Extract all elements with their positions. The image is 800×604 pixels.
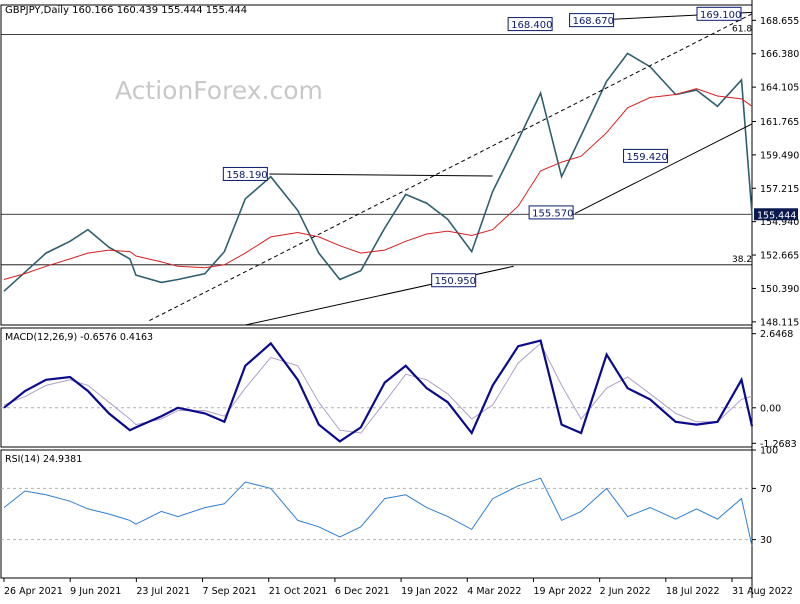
price-annotation: 168.400 [507, 17, 553, 32]
annotation-box [623, 148, 669, 163]
x-tick-label: 18 Jul 2022 [666, 586, 720, 597]
moving-average-series [3, 88, 753, 280]
rsi-tick-label: 100 [760, 446, 778, 457]
x-tick-label: 19 Jan 2022 [401, 586, 458, 597]
x-tick-label: 23 Jul 2021 [136, 586, 190, 597]
annotation-box [569, 13, 615, 28]
x-tick-label: 26 Apr 2021 [4, 586, 63, 597]
x-tick-label: 7 Sep 2021 [203, 586, 257, 597]
fib-level-label: 61.8 [732, 24, 752, 34]
macd-frame [0, 327, 753, 448]
x-tick-label: 9 Jun 2021 [70, 586, 121, 597]
dashed-trendline [149, 13, 753, 322]
annotation-text: 155.570 [532, 208, 573, 219]
x-tick-label: 6 Dec 2021 [335, 586, 390, 597]
x-tick-label: 19 Apr 2022 [533, 586, 592, 597]
rsi-series [3, 477, 753, 547]
macd-series [3, 339, 754, 443]
price-tick-label: 168.655 [760, 16, 799, 27]
last-price-text: 155.444 [757, 210, 796, 221]
annotation-text: 168.400 [511, 20, 552, 31]
price-annotation: 169.100 [696, 6, 742, 21]
price-tick-label: 154.940 [760, 217, 799, 228]
price-tick-label: 157.215 [760, 184, 799, 195]
fib-level-label: 38.2 [732, 255, 752, 265]
rsi-frame [0, 449, 753, 579]
x-tick-label: 31 Aug 2022 [732, 586, 793, 597]
price-annotation: 168.670 [569, 13, 615, 28]
macd-tick-label: 2.6468 [760, 329, 793, 340]
annotation-box [528, 205, 574, 220]
price-tick-label: 152.665 [760, 251, 799, 262]
annotation-box [696, 6, 742, 21]
x-tick-label: 2 Jun 2022 [600, 586, 651, 597]
chart-header: GBPJPY,Daily 160.166 160.439 155.444 155… [5, 5, 247, 16]
annotation-text: 169.100 [700, 10, 741, 21]
price-annotation: 150.950 [431, 273, 477, 288]
trendline [269, 173, 493, 177]
annotation-box [222, 166, 268, 181]
x-tick-label: 4 Mar 2022 [467, 586, 521, 597]
rsi-tick-label: 30 [760, 535, 772, 546]
price-annotation: 159.420 [623, 148, 669, 163]
price-tick-label: 164.105 [760, 83, 799, 94]
annotation-text: 158.190 [226, 170, 267, 181]
macd-title: MACD(12,26,9) -0.6576 0.4163 [5, 332, 153, 343]
price-series [3, 52, 753, 292]
trendline [574, 123, 753, 214]
annotation-box [507, 17, 553, 32]
annotation-text: 159.420 [627, 152, 668, 163]
last-price-label: 155.444 [754, 208, 798, 221]
axes-layer: 168.655 166.380 164.105 161.765 159.490 157.2… [3, 16, 799, 597]
grid-layer [0, 0, 753, 598]
price-frame [0, 4, 753, 326]
annotation-box [431, 273, 477, 288]
watermark: ActionForex.com [115, 76, 323, 105]
price-tick-label: 161.765 [760, 117, 799, 128]
price-tick-label: 150.390 [760, 284, 799, 295]
macd-signal-series [3, 342, 753, 434]
price-tick-label: 166.380 [760, 49, 799, 60]
price-annotation: 155.570 [528, 205, 574, 220]
macd-panel: MACD(12,26,9) -0.6576 0.4163 [1, 332, 754, 443]
x-tick-label: 21 Oct 2021 [269, 586, 328, 597]
last-price-box [754, 208, 798, 221]
rsi-panel: RSI(14) 24.9381 [1, 454, 753, 547]
annotation-text: 150.950 [435, 276, 476, 287]
macd-tick-label: -1.2683 [760, 439, 797, 450]
price-tick-label: 159.490 [760, 150, 799, 161]
annotation-text: 168.670 [573, 16, 614, 27]
price-panel: 38.2 61.8 158.190 150.950 168.400 168.670 169.… [1, 6, 753, 326]
rsi-tick-label: 70 [760, 484, 772, 495]
price-annotation: 158.190 [222, 166, 268, 181]
macd-tick-label: 0.00 [760, 403, 781, 414]
price-tick-label: 148.115 [760, 317, 799, 328]
rsi-title: RSI(14) 24.9381 [5, 454, 82, 465]
